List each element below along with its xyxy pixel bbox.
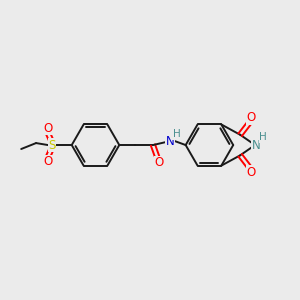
Text: O: O	[43, 155, 52, 168]
Text: O: O	[246, 111, 256, 124]
Text: N: N	[252, 139, 260, 152]
Text: S: S	[48, 139, 56, 152]
Text: N: N	[165, 135, 174, 148]
Text: O: O	[43, 122, 52, 135]
Text: O: O	[246, 166, 256, 179]
Text: O: O	[154, 156, 164, 170]
Text: H: H	[259, 132, 267, 142]
Text: H: H	[173, 129, 181, 139]
